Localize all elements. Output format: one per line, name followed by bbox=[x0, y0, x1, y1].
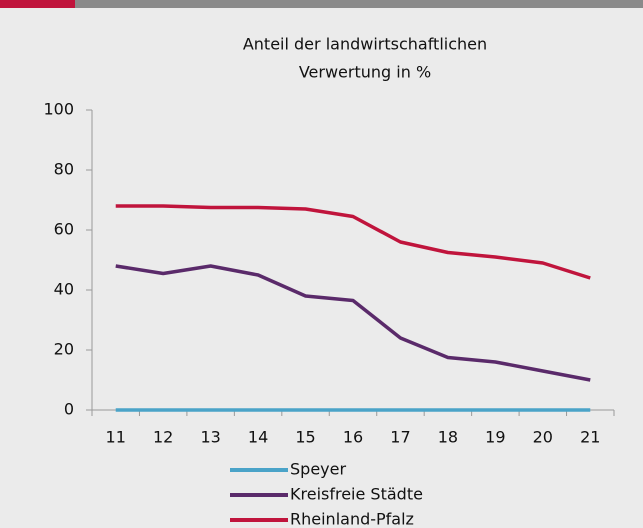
y-tick-label: 0 bbox=[64, 400, 74, 419]
x-tick-label: 19 bbox=[485, 428, 505, 447]
x-tick-label: 16 bbox=[343, 428, 363, 447]
x-tick-label: 13 bbox=[200, 428, 220, 447]
chart-title: Anteil der landwirtschaftlichen bbox=[243, 35, 487, 54]
y-tick-label: 80 bbox=[54, 160, 74, 179]
legend-label: Speyer bbox=[290, 460, 346, 479]
line-series bbox=[115, 204, 591, 280]
y-tick-label: 100 bbox=[43, 100, 74, 119]
x-tick-label: 21 bbox=[580, 428, 600, 447]
y-tick-label: 60 bbox=[54, 220, 74, 239]
chart-title: Verwertung in % bbox=[299, 63, 431, 82]
x-tick-label: 12 bbox=[153, 428, 173, 447]
top-bar bbox=[75, 0, 643, 8]
legend-label: Kreisfreie Städte bbox=[290, 485, 423, 504]
y-tick-label: 40 bbox=[54, 280, 74, 299]
x-tick-label: 17 bbox=[390, 428, 410, 447]
x-tick-label: 15 bbox=[295, 428, 315, 447]
x-tick-label: 11 bbox=[106, 428, 126, 447]
line-series bbox=[115, 264, 591, 382]
legend-label: Rheinland-Pfalz bbox=[290, 510, 414, 528]
x-tick-label: 20 bbox=[533, 428, 553, 447]
x-tick-label: 14 bbox=[248, 428, 268, 447]
top-bar-accent bbox=[0, 0, 75, 8]
y-tick-label: 20 bbox=[54, 340, 74, 359]
x-tick-label: 18 bbox=[438, 428, 458, 447]
